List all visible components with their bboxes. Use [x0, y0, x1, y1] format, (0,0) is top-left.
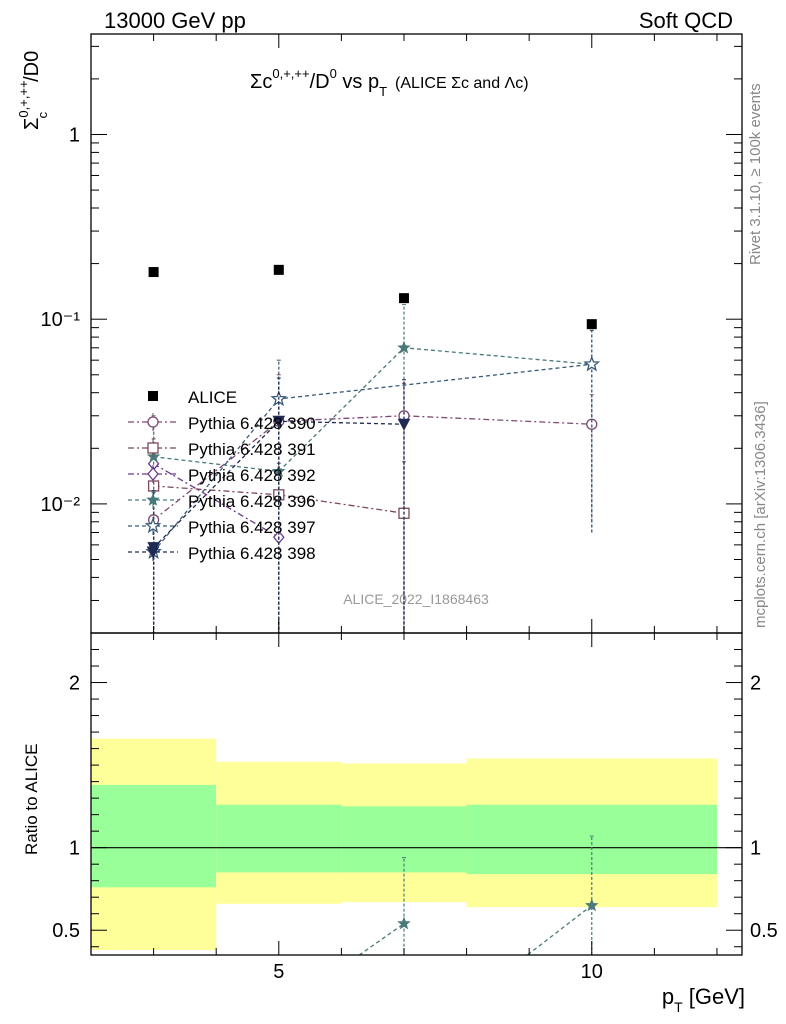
ratio-bands — [91, 738, 742, 951]
legend: ALICE Pythia 6.428 390 Pythia 6.428 391 Pyt… — [128, 388, 316, 563]
title-paren: (ALICE Σc and Λc) — [395, 75, 529, 92]
legend-marker-data — [148, 391, 158, 401]
legend-label-5: Pythia 6.428 398 — [188, 544, 316, 563]
title-sub: T — [379, 84, 387, 99]
ratio-tick-label-right-1: 1 — [750, 838, 761, 860]
legend-label-data: ALICE — [188, 388, 237, 407]
series-point-3-2 — [397, 340, 411, 354]
header-right: Soft QCD — [639, 8, 733, 33]
xlabel-main: p — [662, 984, 674, 1009]
series-point-0-3 — [586, 418, 598, 430]
ratio-point-1 — [585, 898, 599, 912]
analysis-watermark: ALICE_2022_I1868463 — [343, 591, 489, 607]
legend-label-4: Pythia 6.428 397 — [188, 518, 316, 537]
band-inner-1 — [216, 804, 342, 873]
rivet-label: Rivet 3.1.10, ≥ 100k events — [747, 83, 764, 265]
ratio-line-a — [358, 923, 405, 955]
band-inner-0 — [91, 784, 217, 888]
y-tick-label-0: 1 — [69, 124, 80, 146]
main-marks — [145, 264, 601, 633]
x-axis-label: pT [GeV] — [662, 984, 745, 1015]
ylabel-sub: c — [35, 111, 50, 118]
ratio-tick-label-left-0: 2 — [69, 673, 80, 695]
y-tick-label-2: 10⁻² — [41, 494, 81, 516]
legend-label-3: Pythia 6.428 396 — [188, 492, 316, 511]
legend-marker-4 — [144, 517, 162, 534]
axes: 5 10 1 10⁻¹ 10⁻² 2 2 1 1 0.5 0.5 — [41, 33, 778, 983]
title-main: Σc — [250, 71, 272, 93]
series-line-2 — [153, 463, 280, 538]
series-point-4-2 — [583, 355, 601, 372]
x-tick-label-1: 10 — [581, 961, 603, 983]
ylabel-sup: 0,+,++ — [16, 80, 31, 117]
data-point-1 — [273, 264, 284, 275]
xlabel-sub: T — [674, 999, 683, 1015]
legend-marker-2 — [147, 466, 159, 482]
ratio-point-0 — [397, 916, 411, 930]
legend-label-0: Pythia 6.428 390 — [188, 414, 316, 433]
ratio-y-axis-label: Ratio to ALICE — [22, 743, 41, 855]
ratio-tick-label-left-2: 0.5 — [52, 920, 80, 942]
xlabel-tail: [GeV] — [683, 984, 745, 1009]
mcplots-label: mcplots.cern.ch [arXiv:1306.3436] — [752, 401, 769, 628]
data-point-2 — [398, 293, 409, 304]
series-line-0 — [153, 415, 592, 521]
ylabel-main: Σ — [21, 118, 43, 130]
title-mid: /D — [310, 71, 330, 93]
title-vs: vs p — [337, 71, 379, 93]
title-sup2: 0 — [330, 66, 337, 81]
series-point-3-0 — [146, 449, 161, 463]
series-point-5-2 — [397, 418, 411, 431]
ratio-tick-label-right-0: 2 — [750, 673, 761, 695]
ratio-frame — [90, 632, 743, 956]
legend-marker-1 — [147, 442, 159, 454]
legend-label-2: Pythia 6.428 392 — [188, 466, 316, 485]
series-line-3 — [153, 347, 592, 473]
x-tick-label-0: 5 — [273, 961, 284, 983]
legend-marker-3 — [146, 492, 160, 506]
chart-title: Σc0,+,++/D0 vs pT (ALICE Σc and Λc) — [250, 66, 529, 99]
legend-label-1: Pythia 6.428 391 — [188, 440, 316, 459]
y-axis-label: Σ0,+,++ c/D0 — [16, 51, 50, 130]
legend-marker-0 — [147, 416, 159, 428]
data-point-3 — [586, 319, 597, 330]
ylabel-tail: /D0 — [21, 51, 43, 82]
series-point-1-1 — [273, 489, 285, 501]
header-left: 13000 GeV pp — [104, 8, 246, 33]
ratio-tick-label-left-1: 1 — [69, 838, 80, 860]
legend-marker-5 — [146, 546, 160, 559]
band-inner-2 — [341, 806, 467, 873]
y-tick-label-1: 10⁻¹ — [41, 309, 81, 331]
data-point-0 — [148, 267, 159, 278]
ratio-tick-label-right-2: 0.5 — [750, 920, 778, 942]
title-sup1: 0,+,++ — [272, 66, 309, 81]
series-point-5-1 — [272, 415, 286, 428]
